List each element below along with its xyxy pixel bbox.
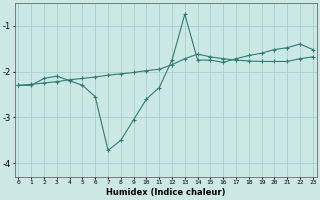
X-axis label: Humidex (Indice chaleur): Humidex (Indice chaleur) xyxy=(106,188,225,197)
